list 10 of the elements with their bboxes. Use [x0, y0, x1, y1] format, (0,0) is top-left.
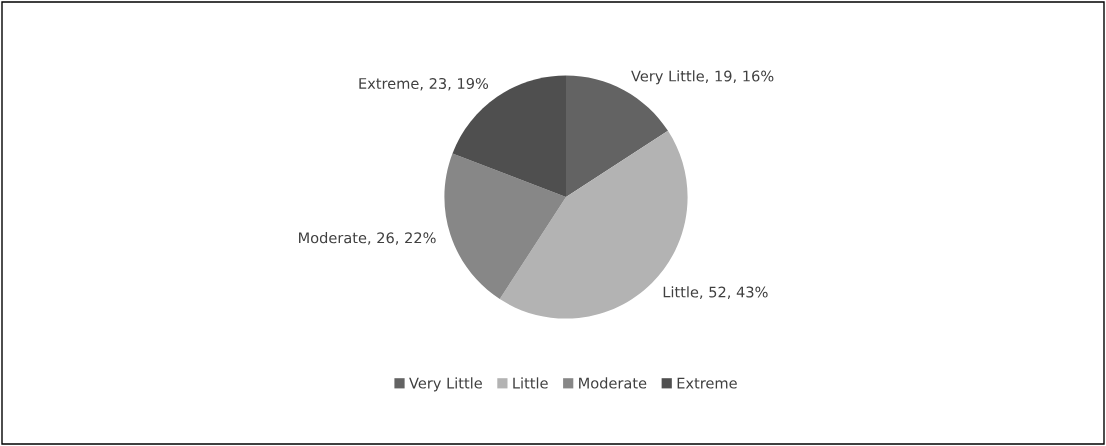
data-label: Very Little, 19, 16%	[631, 70, 774, 85]
pie-slice	[452, 75, 566, 197]
legend-label: Very Little	[409, 377, 482, 392]
data-label: Moderate, 26, 22%	[299, 232, 436, 245]
legend-label: Extreme	[677, 377, 737, 389]
legend-label: Little	[513, 377, 548, 389]
data-label: Little, 52, 43%	[663, 286, 768, 300]
legend-label: Moderate	[579, 377, 647, 389]
data-label: Extreme, 23, 19%	[359, 77, 489, 91]
pie-slice	[444, 153, 566, 299]
